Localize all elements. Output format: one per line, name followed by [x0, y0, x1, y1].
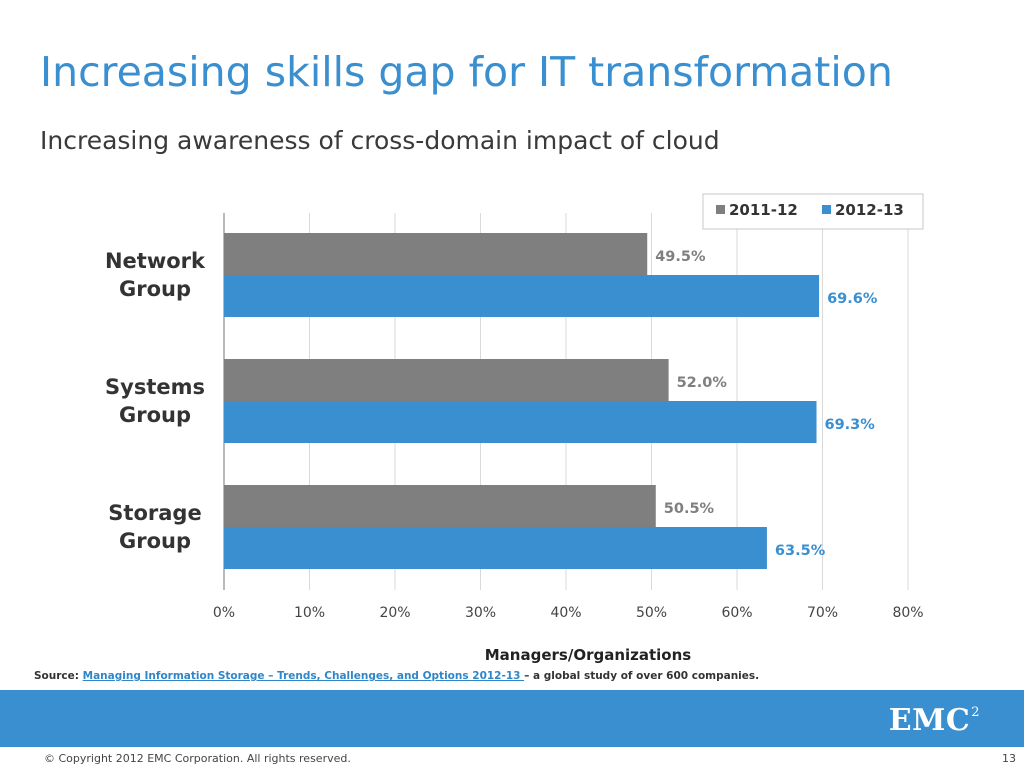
legend-swatch [822, 205, 831, 214]
category-label: Group [119, 277, 191, 301]
logo-superscript: 2 [971, 705, 980, 720]
x-tick-label: 20% [379, 605, 410, 621]
copyright-text: © Copyright 2012 EMC Corporation. All ri… [44, 752, 351, 765]
x-tick-label: 60% [721, 605, 752, 621]
data-label: 69.6% [827, 291, 878, 307]
source-link[interactable]: Managing Information Storage – Trends, C… [82, 670, 525, 682]
slide-title: Increasing skills gap for IT transformat… [40, 48, 893, 96]
bar-2011-12-0 [224, 233, 648, 275]
footer: © Copyright 2012 EMC Corporation. All ri… [0, 747, 1024, 768]
legend-swatch [716, 205, 725, 214]
x-tick-label: 0% [213, 605, 235, 621]
bar-2011-12-1 [224, 359, 669, 401]
x-tick-label: 10% [294, 605, 325, 621]
page-number: 13 [1002, 752, 1016, 765]
source-note: Source: Managing Information Storage – T… [34, 670, 759, 682]
category-label: Storage [108, 501, 201, 525]
source-prefix: Source: [34, 670, 79, 682]
category-label: Systems [105, 375, 205, 399]
bar-2012-13-1 [224, 401, 817, 443]
category-label: Group [119, 403, 191, 427]
x-axis-title: Managers/Organizations [485, 646, 692, 664]
x-tick-label: 80% [892, 605, 923, 621]
x-tick-label: 70% [807, 605, 838, 621]
category-label: Group [119, 529, 191, 553]
data-label: 63.5% [775, 543, 826, 559]
data-label: 50.5% [664, 501, 715, 517]
bar-chart: 49.5% 52.0% 50.5% 69.6% 69.3% 63.5% Network Gro… [105, 193, 924, 664]
x-tick-label: 30% [465, 605, 496, 621]
category-label: Network [105, 249, 206, 273]
bar-2012-13-2 [224, 527, 767, 569]
data-label: 69.3% [825, 417, 876, 433]
logo-text: EMC [888, 703, 971, 738]
source-suffix: – a global study of over 600 companies. [524, 670, 760, 682]
bar-2012-13-0 [224, 275, 820, 317]
data-label: 52.0% [677, 375, 728, 391]
footer-band: EMC2 [0, 690, 1024, 747]
data-label: 49.5% [655, 249, 706, 265]
x-tick-label: 50% [636, 605, 667, 621]
emc-logo: EMC2 [889, 703, 980, 738]
x-tick-label: 40% [550, 605, 581, 621]
legend-label: 2011-12 [729, 201, 798, 219]
slide-subtitle: Increasing awareness of cross-domain imp… [40, 126, 720, 155]
bar-2011-12-2 [224, 485, 656, 527]
legend-box [702, 193, 924, 230]
legend-label: 2012-13 [835, 201, 904, 219]
